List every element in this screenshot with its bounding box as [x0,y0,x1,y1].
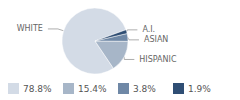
svg-text:HISPANIC: HISPANIC [139,55,177,64]
svg-text:1.9%: 1.9% [188,84,211,94]
svg-text:3.8%: 3.8% [133,84,156,94]
svg-text:78.8%: 78.8% [23,84,52,94]
svg-text:WHITE: WHITE [17,24,43,33]
svg-text:15.4%: 15.4% [78,84,107,94]
svg-text:ASIAN: ASIAN [144,35,168,44]
svg-text:A.I.: A.I. [142,25,155,34]
